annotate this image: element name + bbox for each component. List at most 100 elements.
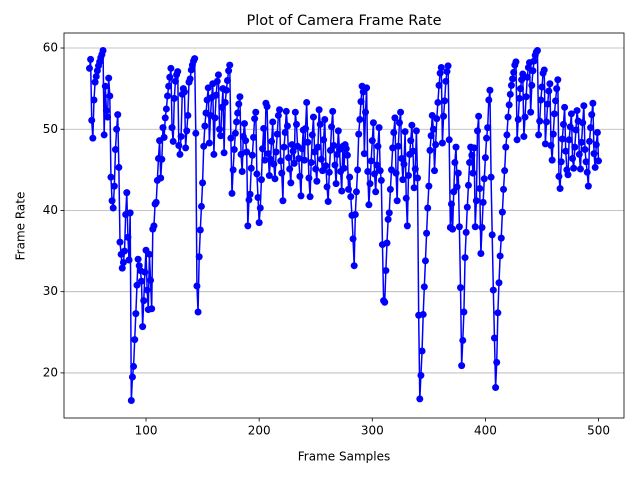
plot-frame bbox=[63, 32, 625, 419]
y-tick-label: 60 bbox=[43, 41, 58, 55]
point bbox=[263, 103, 271, 111]
point bbox=[226, 61, 234, 69]
point bbox=[408, 121, 416, 129]
point bbox=[445, 136, 453, 144]
point bbox=[493, 358, 501, 366]
point bbox=[505, 101, 513, 109]
point bbox=[245, 196, 253, 204]
point bbox=[211, 114, 219, 122]
point bbox=[527, 108, 535, 116]
point bbox=[584, 182, 592, 190]
point bbox=[197, 202, 205, 210]
point bbox=[253, 170, 261, 178]
point bbox=[222, 86, 230, 94]
point bbox=[307, 159, 315, 167]
point bbox=[592, 141, 600, 149]
point bbox=[393, 197, 401, 205]
point bbox=[342, 145, 350, 153]
point bbox=[326, 146, 334, 154]
point bbox=[285, 154, 293, 162]
y-tick-label: 30 bbox=[43, 284, 58, 298]
point bbox=[536, 117, 544, 125]
point bbox=[538, 83, 546, 91]
point bbox=[124, 233, 132, 241]
point bbox=[246, 190, 254, 198]
point bbox=[432, 141, 440, 149]
point bbox=[231, 129, 239, 137]
point bbox=[88, 116, 96, 124]
point bbox=[265, 172, 273, 180]
point bbox=[479, 198, 487, 206]
x-axis-label: Frame Samples bbox=[298, 450, 390, 464]
point bbox=[402, 194, 410, 202]
point bbox=[218, 103, 226, 111]
point bbox=[529, 67, 537, 75]
point bbox=[260, 124, 268, 132]
point bbox=[334, 127, 342, 135]
point bbox=[576, 165, 584, 173]
point bbox=[383, 239, 391, 247]
point bbox=[469, 169, 477, 177]
point bbox=[442, 77, 450, 85]
point bbox=[426, 146, 434, 154]
point bbox=[191, 55, 199, 63]
point bbox=[147, 276, 155, 284]
point bbox=[283, 122, 291, 130]
point bbox=[332, 180, 340, 188]
point bbox=[487, 173, 495, 181]
point bbox=[177, 133, 185, 141]
point bbox=[141, 268, 149, 276]
point bbox=[264, 150, 272, 158]
point bbox=[323, 183, 331, 191]
point bbox=[162, 105, 170, 113]
point bbox=[498, 208, 506, 216]
point bbox=[237, 150, 245, 158]
point bbox=[537, 96, 545, 104]
point bbox=[300, 156, 308, 164]
point bbox=[316, 120, 324, 128]
point bbox=[302, 124, 310, 132]
point bbox=[168, 124, 176, 132]
point bbox=[443, 68, 451, 76]
point bbox=[192, 129, 200, 137]
point bbox=[114, 111, 122, 119]
point bbox=[471, 223, 479, 231]
point bbox=[315, 106, 323, 114]
point bbox=[361, 108, 369, 116]
point bbox=[382, 267, 390, 275]
point bbox=[407, 137, 415, 145]
point bbox=[255, 219, 263, 227]
point bbox=[99, 46, 107, 54]
point bbox=[257, 176, 265, 184]
point bbox=[583, 168, 591, 176]
point bbox=[221, 98, 229, 106]
point bbox=[100, 131, 108, 139]
point bbox=[298, 145, 306, 153]
point bbox=[252, 108, 260, 116]
point bbox=[273, 130, 281, 138]
point bbox=[416, 395, 424, 403]
point bbox=[330, 141, 338, 149]
x-tick-label: 500 bbox=[587, 424, 610, 438]
point bbox=[401, 128, 409, 136]
point bbox=[210, 150, 218, 158]
point bbox=[514, 116, 522, 124]
point bbox=[217, 132, 225, 140]
point bbox=[377, 176, 385, 184]
point bbox=[569, 154, 577, 162]
y-axis-label: Frame Rate bbox=[14, 192, 28, 261]
point bbox=[458, 362, 466, 370]
point bbox=[368, 137, 376, 145]
point bbox=[549, 130, 557, 138]
point bbox=[201, 122, 209, 130]
point bbox=[331, 161, 339, 169]
point bbox=[104, 113, 112, 121]
point bbox=[477, 250, 485, 258]
point bbox=[496, 252, 504, 260]
point bbox=[547, 141, 555, 149]
point bbox=[280, 143, 288, 151]
point bbox=[345, 185, 353, 193]
point bbox=[489, 286, 497, 294]
